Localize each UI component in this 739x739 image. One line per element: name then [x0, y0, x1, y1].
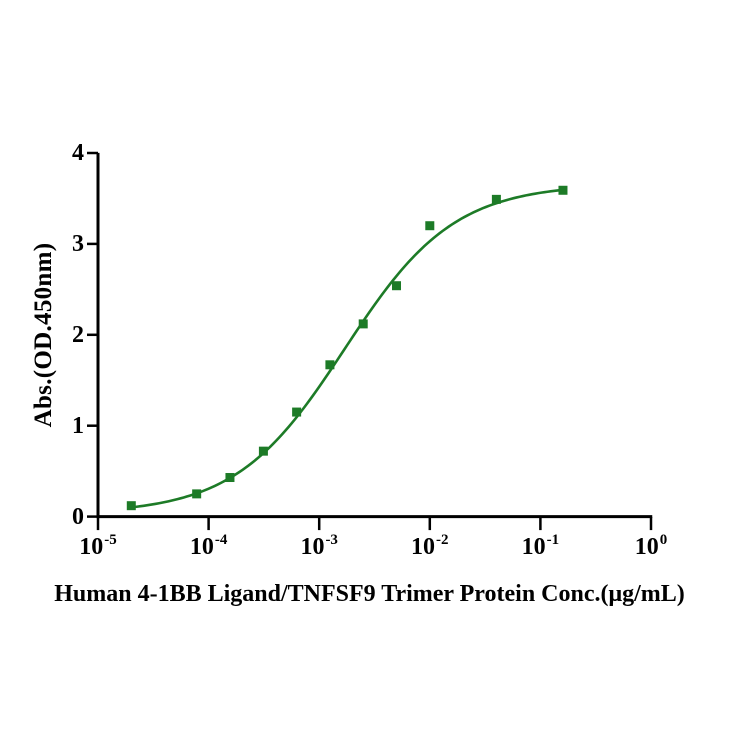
y-tick-label: 4 [72, 140, 84, 166]
fit-curve [129, 188, 565, 509]
x-tick-label: 10-2 [411, 528, 449, 560]
x-tick-base: 10 [521, 534, 546, 560]
x-tick-exponent: -2 [436, 532, 449, 548]
x-tick-exponent: -1 [546, 532, 560, 548]
x-tick-exponent: -5 [104, 532, 117, 548]
data-point-marker [258, 446, 268, 456]
data-point-marker [126, 501, 136, 511]
x-tick-label: 10-5 [79, 528, 117, 560]
data-point-marker [425, 221, 435, 231]
x-axis-label: Human 4-1BB Ligand/TNFSF9 Trimer Protein… [54, 581, 685, 607]
x-tick-exponent: 0 [659, 532, 668, 548]
x-tick-base: 10 [79, 534, 104, 560]
x-tick-base: 10 [634, 534, 659, 560]
x-tick-label: 10-1 [522, 528, 560, 560]
data-point-marker [491, 194, 501, 204]
data-point-marker [392, 281, 402, 291]
y-tick-label: 2 [72, 321, 84, 348]
data-point-marker [558, 185, 568, 195]
x-tick-exponent: -4 [214, 532, 228, 548]
x-tick-base: 10 [189, 534, 214, 560]
x-tick-label: 100 [635, 528, 668, 560]
y-tick-label: 1 [72, 412, 84, 439]
data-point-marker [225, 473, 235, 483]
data-point-marker [292, 407, 302, 417]
y-tick-label: 3 [72, 230, 84, 257]
y-tick-label: 0 [72, 503, 84, 530]
x-tick-base: 10 [300, 534, 325, 560]
x-tick-exponent: -3 [325, 532, 338, 548]
x-tick-base: 10 [411, 534, 436, 560]
data-point-marker [192, 489, 202, 499]
x-tick-label: 10-4 [190, 528, 228, 560]
data-point-marker [358, 319, 368, 329]
data-point-marker [325, 360, 335, 370]
x-tick-label: 10-3 [300, 528, 338, 560]
